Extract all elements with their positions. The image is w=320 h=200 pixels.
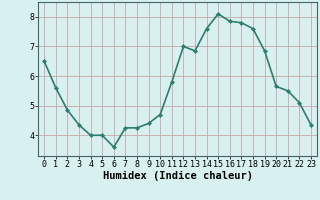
X-axis label: Humidex (Indice chaleur): Humidex (Indice chaleur) bbox=[103, 171, 252, 181]
